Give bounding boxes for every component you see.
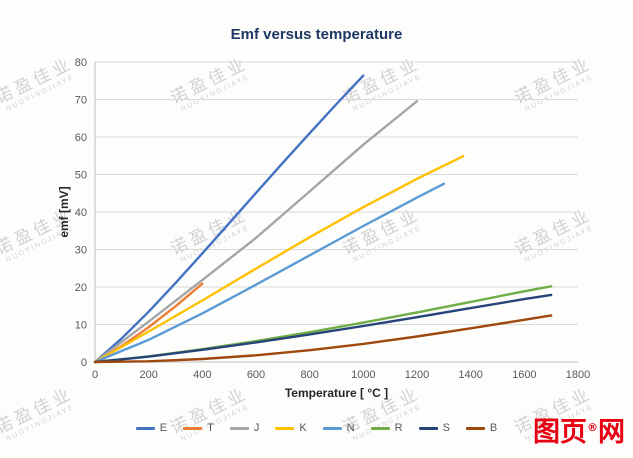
x-tick-label: 800: [300, 369, 318, 381]
legend-item-N: N: [322, 422, 355, 434]
legend-label-J: J: [253, 422, 260, 434]
x-tick-label: 0: [92, 369, 98, 381]
y-axis-title: emf [mV]: [57, 186, 71, 238]
legend-swatch-B: [465, 426, 485, 430]
y-tick-label: 60: [75, 132, 87, 144]
series-line-N: [93, 182, 445, 364]
legend-label-N: N: [346, 422, 355, 434]
tuyewang-logo: 图页®网: [533, 419, 625, 446]
registered-mark-icon: ®: [587, 421, 598, 434]
y-tick-label: 50: [75, 170, 87, 182]
x-tick-label: 1200: [405, 369, 429, 381]
legend-label-E: E: [159, 422, 168, 434]
x-tick-label: 600: [247, 369, 265, 381]
x-tick-label: 400: [193, 369, 211, 381]
x-tick-label: 1000: [351, 369, 375, 381]
y-tick-label: 70: [75, 95, 87, 107]
series-line-S: [93, 293, 553, 364]
series-line-K: [93, 154, 465, 364]
chart-title: Emf versus temperature: [230, 26, 403, 43]
legend-label-R: R: [394, 422, 403, 434]
x-tick-label: 1800: [566, 369, 590, 381]
y-tick-label: 0: [81, 357, 87, 369]
legend-swatch-R: [370, 426, 390, 430]
legend-item-J: J: [229, 422, 260, 434]
logo-text: 图页: [533, 417, 587, 448]
series-line-B: [93, 314, 553, 364]
x-tick-label: 1400: [458, 369, 482, 381]
legend-swatch-K: [275, 426, 295, 430]
legend-label-S: S: [442, 422, 450, 434]
legend-item-R: R: [370, 422, 403, 434]
legend-item-K: K: [275, 422, 307, 434]
legend-label-K: K: [299, 422, 307, 434]
legend-item-S: S: [418, 422, 450, 434]
legend-label-B: B: [489, 422, 498, 434]
legend-item-B: B: [465, 422, 498, 434]
series-line-E: [93, 74, 365, 364]
legend-swatch-J: [229, 426, 249, 430]
y-tick-label: 30: [75, 245, 87, 257]
x-axis-title: Temperature [ °C ]: [284, 386, 389, 400]
legend-swatch-T: [183, 426, 203, 430]
x-tick-label: 1600: [512, 369, 536, 381]
legend-label-T: T: [207, 422, 214, 434]
legend-item-E: E: [135, 422, 168, 434]
series-line-J: [93, 99, 419, 364]
y-tick-label: 20: [75, 282, 87, 294]
legend-item-T: T: [183, 422, 214, 434]
x-tick-label: 200: [139, 369, 157, 381]
y-tick-label: 80: [75, 57, 87, 69]
logo-text-suffix: 网: [598, 417, 625, 448]
legend-swatch-S: [418, 426, 438, 430]
y-tick-label: 10: [75, 320, 87, 332]
legend-swatch-E: [135, 426, 155, 430]
legend-swatch-N: [322, 426, 342, 430]
y-tick-label: 40: [75, 207, 87, 219]
